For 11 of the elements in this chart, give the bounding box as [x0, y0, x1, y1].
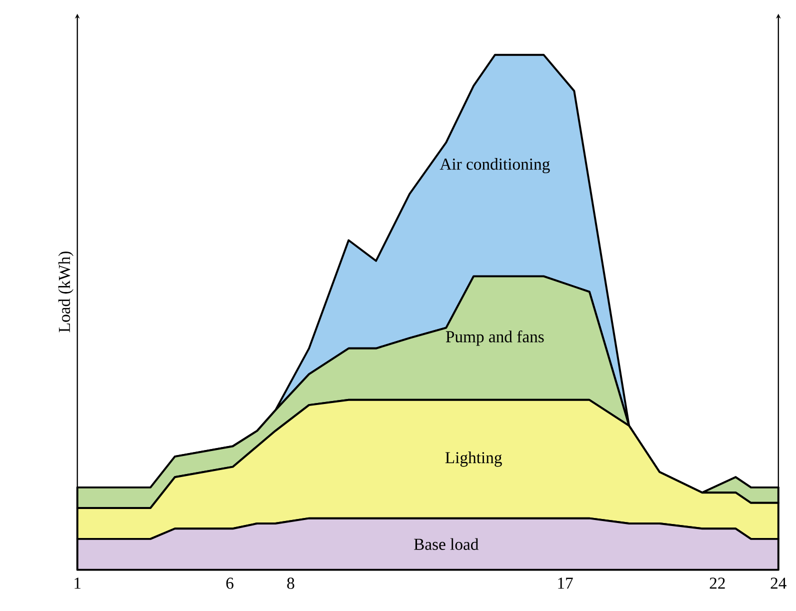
series-label: Air conditioning	[440, 158, 550, 174]
x-tick-label: 6	[226, 578, 234, 589]
x-tick-label: 17	[558, 578, 573, 589]
x-tick-label: 22	[710, 578, 725, 589]
x-tick-label: 24	[770, 578, 786, 589]
x-tick-label: 8	[287, 578, 294, 589]
series-label: Lighting	[445, 452, 502, 467]
series-label: Base load	[414, 538, 479, 550]
x-tick-label: 1	[74, 578, 81, 589]
series-label: Pump and fans	[446, 330, 544, 346]
y-axis-title: Load (kWh)	[58, 252, 74, 332]
